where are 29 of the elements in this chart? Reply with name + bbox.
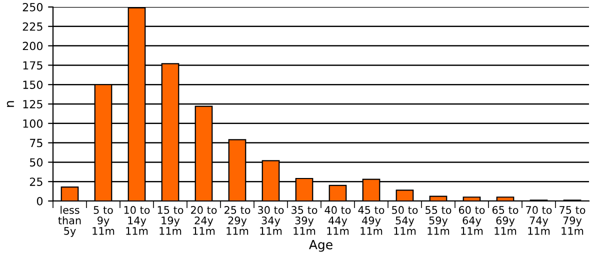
x-tick-label: 55 to 59y 11m bbox=[426, 206, 452, 235]
x-tick-label: 20 to 24y 11m bbox=[191, 206, 217, 235]
y-tick-label: 75 bbox=[30, 138, 42, 148]
x-tick-label: 75 to 79y 11m bbox=[560, 206, 586, 235]
x-tick-label: 65 to 69y 11m bbox=[492, 206, 518, 235]
x-tick-label: 35 to 39y 11m bbox=[292, 206, 318, 235]
x-tick-label: 5 to 9y 11m bbox=[92, 206, 114, 235]
x-tick-label: 60 to 64y 11m bbox=[458, 206, 485, 235]
y-tick-label: 150 bbox=[23, 80, 43, 89]
x-axis-title: Age bbox=[309, 240, 332, 252]
y-tick-label: 0 bbox=[36, 196, 43, 206]
y-tick-label: 200 bbox=[22, 42, 43, 50]
x-tick-label: 40 to 44y 11m bbox=[324, 206, 351, 235]
x-tick-label: 15 to 19y 11m bbox=[158, 206, 184, 235]
y-tick-label: 25 bbox=[30, 178, 42, 186]
x-tick-label: 10 to 14y 11m bbox=[124, 206, 150, 235]
y-tick-label: 100 bbox=[23, 119, 43, 128]
x-tick-label: 45 to 49y 11m bbox=[358, 206, 384, 235]
x-tick-label: 70 to 74y 11m bbox=[526, 206, 552, 235]
y-tick-label: 175 bbox=[23, 61, 42, 70]
y-tick-label: 50 bbox=[30, 158, 43, 167]
y-tick-label: 225 bbox=[22, 22, 42, 31]
y-axis-title: n bbox=[6, 101, 14, 107]
y-tick-label: 250 bbox=[22, 2, 43, 12]
x-tick-label: less than 5y bbox=[58, 206, 81, 237]
x-tick-label: 25 to 29y 11m bbox=[224, 206, 250, 235]
y-tick-label: 125 bbox=[23, 100, 42, 108]
x-tick-label: 30 to 34y 11m bbox=[258, 206, 284, 235]
x-tick-label: 50 to 54y 11m bbox=[392, 206, 418, 235]
